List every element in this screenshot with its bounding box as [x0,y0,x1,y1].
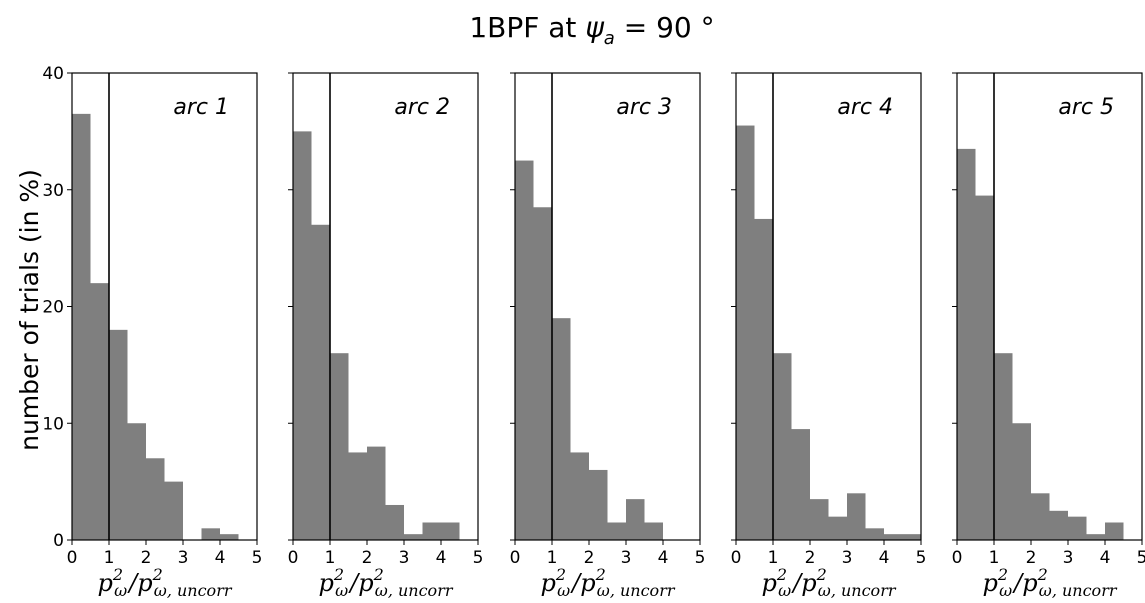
histogram-bar [220,534,239,540]
histogram-bar [1105,522,1124,540]
panel-arc-1: 0 1 2 3 4 5 0 10 20 30 40 arc 1 p2 ω/p2 ω, uncorr [42,64,262,600]
histogram-bar [1031,493,1050,540]
x-tick-label: 1 [989,548,1000,568]
histogram-bar [975,195,994,540]
histogram-bar [90,283,109,540]
x-tick-label: 2 [584,548,595,568]
x-tick-label: 5 [473,548,484,568]
y-tick-label: 30 [42,181,64,201]
x-tick-label: 4 [436,548,447,568]
y-tick-label: 40 [42,64,64,84]
histogram-bar [828,516,847,540]
x-tick-label: 1 [325,548,336,568]
x-tick-label: 0 [731,548,742,568]
histogram-bar [1086,534,1105,540]
panel-arc-5: 0 1 2 3 4 5 arc 5 p2 ω/p2 ω, uncorr [952,72,1145,600]
y-tick-label: 0 [53,531,64,551]
x-tick-label: 4 [879,548,890,568]
x-tick-label: 5 [252,548,263,568]
histogram-bar [736,125,755,540]
histogram-bar [994,353,1013,540]
x-axis-label: p2 ω/p2 ω, uncorr [98,565,233,600]
histogram-bar [385,504,404,540]
x-tick-label: 5 [695,548,706,568]
histogram-bar [348,452,367,540]
panel-label: arc 3 [616,95,672,120]
histogram-bar [810,499,829,540]
x-tick-label: 1 [768,548,779,568]
histogram-bar [1049,510,1068,540]
histogram-bar [109,329,128,540]
histogram-bar [791,429,810,540]
x-tick-label: 3 [621,548,632,568]
histogram-bar [773,353,792,540]
histogram-bar [367,446,386,540]
histogram-bar [589,469,608,540]
x-tick-label: 2 [362,548,373,568]
x-tick-label: 1 [104,548,115,568]
histogram-bar [422,522,441,540]
x-axis-label: p2 ω/p2 ω, uncorr [762,565,897,600]
histogram-bar [552,318,571,540]
x-tick-label: 4 [215,548,226,568]
histogram-bar [330,353,349,540]
histogram-bar [311,224,330,540]
x-tick-label: 3 [1063,548,1074,568]
histogram-bar [957,148,976,540]
histogram-bar [293,131,312,540]
histogram-bar [146,458,165,540]
x-tick-label: 5 [916,548,927,568]
x-axis-label: p2 ω/p2 ω, uncorr [541,565,676,600]
panel-label: arc 1 [173,95,229,120]
y-tick-label: 10 [42,414,64,434]
histogram-bar [754,218,773,540]
histogram-bar [127,423,146,540]
histogram-bar [847,493,866,540]
histogram-bar [1012,423,1031,540]
histogram-bar [515,160,534,540]
x-tick-label: 2 [805,548,816,568]
x-tick-label: 0 [952,548,963,568]
histogram-bar [533,207,552,540]
histogram-bar [441,522,460,540]
y-tick-label: 20 [42,298,64,318]
histogram-bar [1068,516,1087,540]
histogram-bar [865,528,884,540]
x-tick-label: 4 [658,548,669,568]
panel-arc-2: 0 1 2 3 4 5 arc 2 p2 ω/p2 ω, uncorr [288,72,484,600]
panel-arc-4: 0 1 2 3 4 5 arc 4 p2 ω/p2 ω, uncorr [731,72,927,600]
x-axis-label: p2 ω/p2 ω, uncorr [319,565,454,600]
x-tick-label: 2 [141,548,152,568]
histogram-bar [644,522,663,540]
histogram-bar [607,522,626,540]
x-tick-label: 0 [67,548,78,568]
panel-label: arc 4 [837,95,893,120]
histogram-bar [902,534,921,540]
histogram-bar [72,113,91,541]
x-tick-label: 2 [1026,548,1037,568]
histogram-bar [626,499,645,540]
x-axis-label: p2 ω/p2 ω, uncorr [983,565,1118,600]
histogram-bar [404,534,423,540]
x-tick-label: 3 [399,548,410,568]
x-tick-label: 1 [547,548,558,568]
histogram-bar [201,528,220,540]
histogram-bar [884,534,903,540]
x-tick-label: 3 [842,548,853,568]
panel-arc-3: 0 1 2 3 4 5 arc 3 p2 ω/p2 ω, uncorr [510,72,706,600]
panel-label: arc 2 [394,95,450,120]
panel-label: arc 5 [1058,95,1114,120]
figure-title: 1BPF at ψa = 90 ° [469,11,714,49]
x-tick-label: 0 [510,548,521,568]
histogram-bar [164,481,183,540]
x-tick-label: 5 [1137,548,1145,568]
x-tick-label: 4 [1100,548,1111,568]
histogram-bar [570,452,589,540]
x-tick-label: 0 [288,548,299,568]
y-axis-label: number of trials (in %) [15,169,44,451]
x-tick-label: 3 [178,548,189,568]
